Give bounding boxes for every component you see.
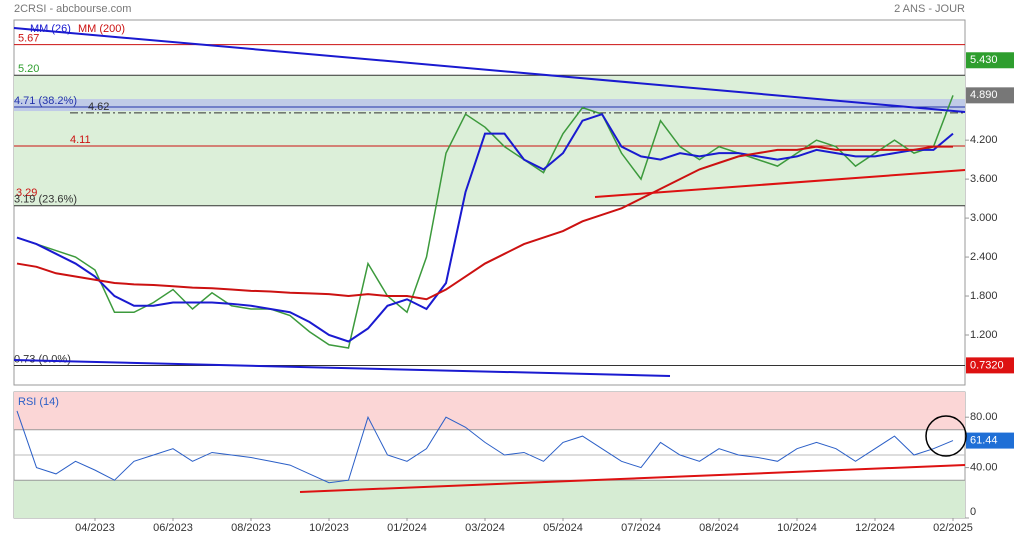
level-label: 5.67	[18, 33, 39, 45]
rsi-zone	[14, 480, 965, 518]
y-tick-label: 3.600	[970, 173, 998, 185]
x-tick-label: 08/2023	[231, 522, 271, 534]
level-label: 4.11	[70, 134, 91, 146]
x-tick-label: 01/2024	[387, 522, 427, 534]
y-tick-label: 0	[970, 506, 976, 518]
y-tick-label: 1.800	[970, 290, 998, 302]
price-tag-label: 0.7320	[970, 359, 1004, 371]
rsi-zone	[14, 392, 965, 430]
level-label: 5.20	[18, 63, 39, 75]
y-tick-label: 3.000	[970, 212, 998, 224]
level-label: 3.19 (23.6%)	[14, 194, 77, 206]
rsi-title: RSI (14)	[18, 396, 59, 408]
y-tick-label: 1.200	[970, 329, 998, 341]
x-tick-label: 10/2023	[309, 522, 349, 534]
price-tag-label: 5.430	[970, 54, 998, 66]
trendline	[13, 359, 671, 377]
x-tick-label: 02/2025	[933, 522, 973, 534]
series-line	[16, 410, 954, 484]
chart-title: 2CRSI - abcbourse.com	[14, 3, 131, 15]
x-tick-label: 08/2024	[699, 522, 739, 534]
x-tick-label: 10/2024	[777, 522, 817, 534]
price-tag-label: 4.890	[970, 89, 998, 101]
level-label: 4.62	[88, 101, 109, 113]
series-line	[16, 112, 954, 343]
series-line	[16, 95, 954, 349]
x-tick-label: 07/2024	[621, 522, 661, 534]
y-tick-label: 80.00	[970, 411, 998, 423]
trendline	[299, 464, 966, 493]
chart-subtitle: 2 ANS - JOUR	[894, 3, 965, 15]
x-tick-label: 06/2023	[153, 522, 193, 534]
level-label: 3.29	[16, 187, 37, 199]
y-tick-label: 2.400	[970, 251, 998, 263]
price-tag	[966, 357, 1014, 374]
zone	[14, 75, 965, 206]
price-tag	[966, 432, 1014, 449]
x-tick-label: 03/2024	[465, 522, 505, 534]
price-tag	[966, 52, 1014, 69]
series-line	[16, 145, 953, 301]
price-tag-label: 61.44	[970, 434, 998, 446]
level-band	[14, 99, 965, 112]
legend-entry: MM (200)	[78, 23, 125, 35]
price-tag	[966, 87, 1014, 104]
level-label: 0.73 (0.0%)	[14, 353, 71, 365]
x-tick-label: 04/2023	[75, 522, 115, 534]
highlight-circle	[925, 415, 967, 457]
trendline	[13, 27, 966, 113]
x-tick-label: 12/2024	[855, 522, 895, 534]
y-tick-label: 40.00	[970, 462, 998, 474]
level-label: 4.71 (38.2%)	[14, 95, 77, 107]
trendline	[594, 169, 966, 198]
x-tick-label: 05/2024	[543, 522, 583, 534]
y-tick-label: 4.200	[970, 134, 998, 146]
